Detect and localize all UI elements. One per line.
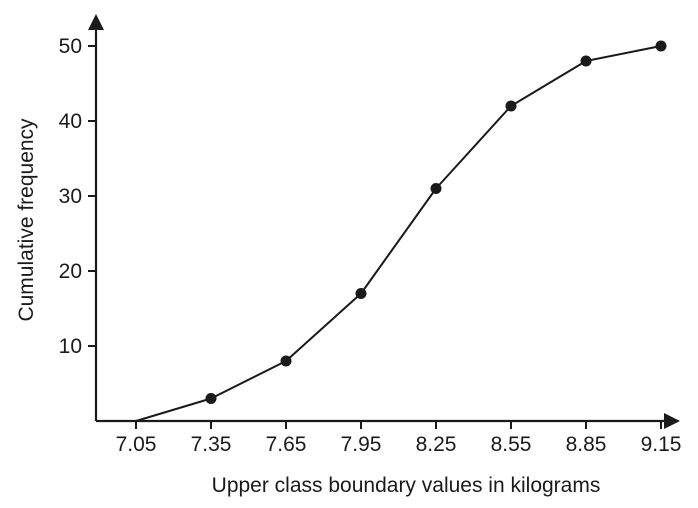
y-tick-label: 20 [59,260,82,283]
data-point [655,40,667,52]
y-tick-label: 30 [59,185,82,208]
y-axis-ticks: 10 20 30 40 50 [59,35,96,358]
y-tick-label: 50 [59,35,82,58]
y-axis-arrowhead [88,14,104,30]
y-axis-title: Cumulative frequency [15,118,38,322]
x-tick-label: 7.35 [191,433,232,456]
y-tick-label: 40 [59,110,82,133]
x-tick-label: 8.55 [491,433,532,456]
data-point [355,288,367,299]
series-group [135,40,667,422]
data-point [430,183,442,194]
x-axis-ticks: 7.05 7.35 7.65 7.95 8.25 8.55 8.85 9.15 [116,421,682,456]
x-axis-arrowhead [664,413,680,429]
x-axis-title: Upper class boundary values in kilograms [212,474,601,497]
x-tick-label: 7.65 [266,433,307,456]
x-tick-label: 7.05 [116,433,157,456]
x-tick-label: 7.95 [341,433,382,456]
x-tick-label: 9.15 [641,433,682,456]
data-point [205,393,217,404]
x-tick-label: 8.85 [566,433,607,456]
x-tick-label: 8.25 [416,433,457,456]
y-tick-label: 10 [59,335,82,358]
cumulative-frequency-line [135,45,662,422]
data-point [280,355,292,367]
data-point [580,55,592,67]
data-point [505,100,517,112]
